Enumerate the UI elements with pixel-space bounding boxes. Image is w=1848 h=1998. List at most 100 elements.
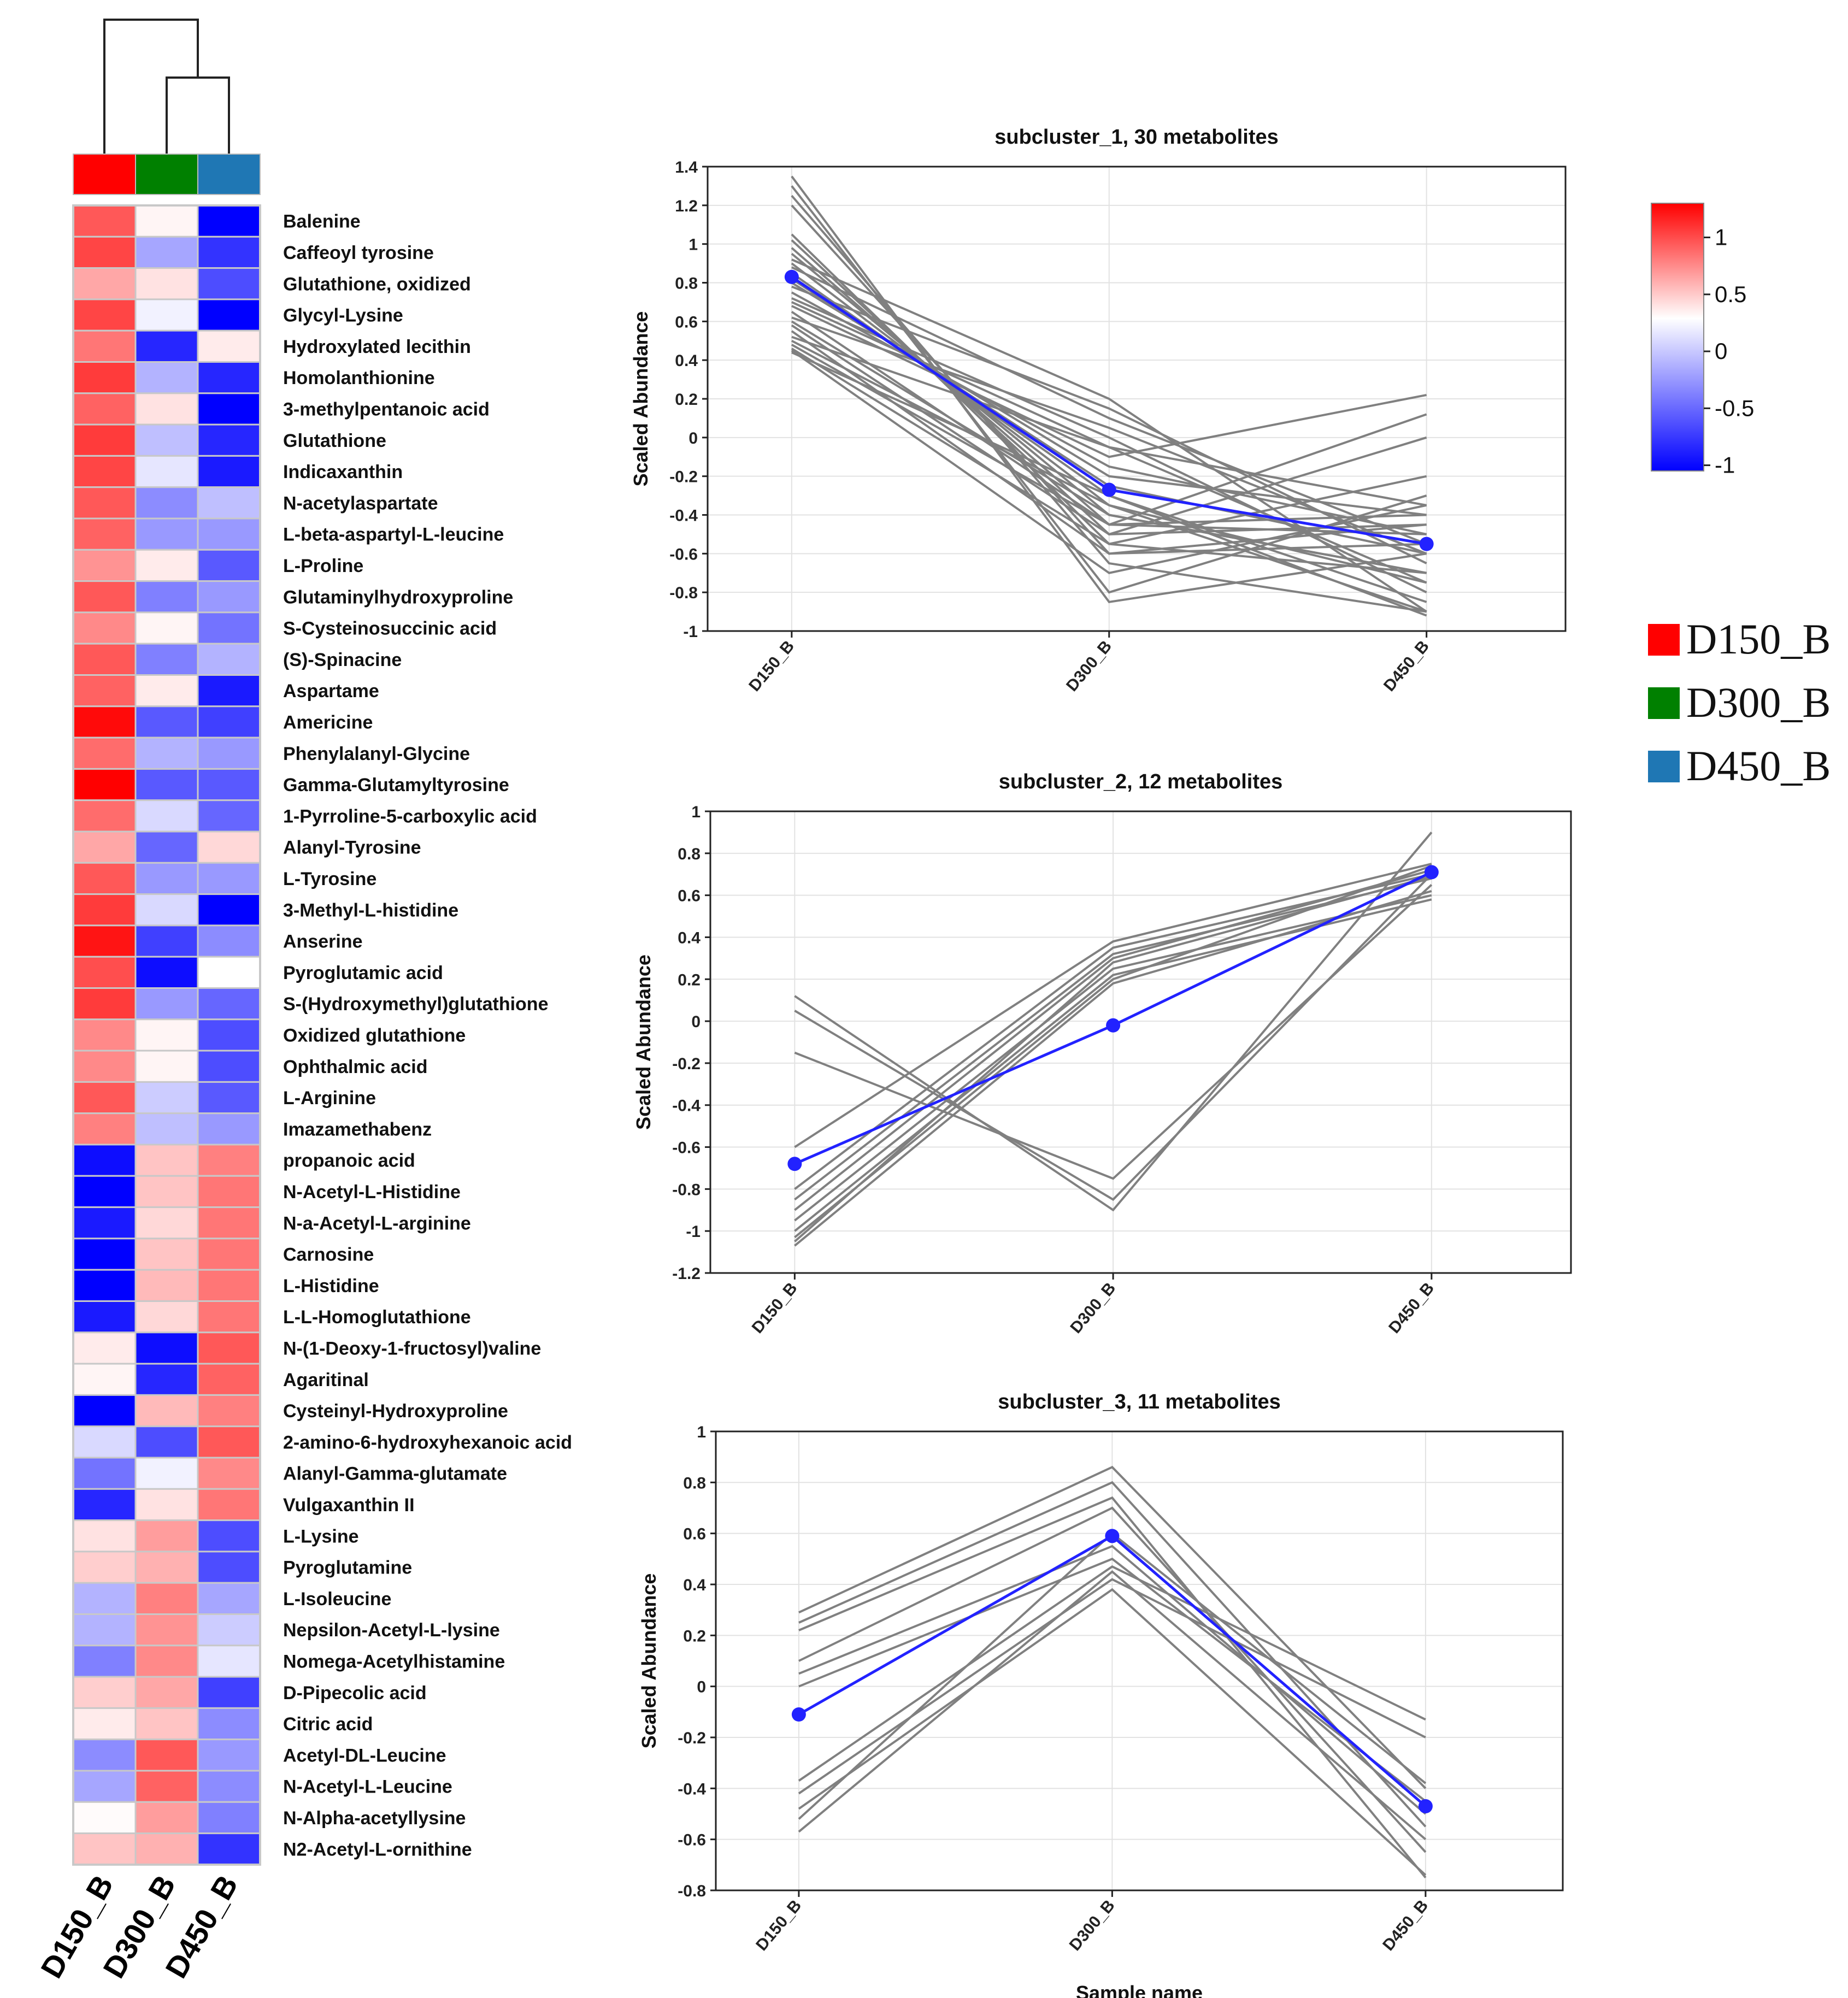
- heatmap-cell: [197, 1081, 261, 1115]
- member-line: [798, 1588, 1427, 1876]
- chart-title: subcluster_3, 11 metabolites: [998, 1390, 1280, 1413]
- y-tick-label: 0.8: [683, 1474, 706, 1492]
- heatmap-row-label: Acetyl-DL-Leucine: [283, 1745, 446, 1766]
- heatmap-border: [72, 204, 261, 1866]
- heatmap-row-label: 1-Pyrroline-5-carboxylic acid: [283, 806, 537, 827]
- centroid-point: [1418, 1799, 1433, 1813]
- centroid-point: [1424, 865, 1439, 880]
- heatmap-cell: [134, 1394, 199, 1428]
- heatmap-cell: [72, 1050, 137, 1083]
- y-tick-label: -0.2: [672, 1055, 701, 1073]
- heatmap-row-label: Phenylalanyl-Glycine: [283, 744, 470, 764]
- heatmap-row-label: L-Arginine: [283, 1088, 376, 1109]
- heatmap-cell: [197, 1331, 261, 1365]
- heatmap-cell: [72, 830, 137, 864]
- member-line: [798, 1506, 1427, 1853]
- heatmap-cell: [197, 1425, 261, 1459]
- heatmap-row-label: L-L-Homoglutathione: [283, 1307, 471, 1328]
- centroid-point: [784, 269, 799, 284]
- heatmap-row-label: Agaritinal: [283, 1370, 369, 1390]
- heatmap-row-label: (S)-Spinacine: [283, 650, 402, 670]
- heatmap-cell: [197, 1770, 261, 1803]
- heatmap-cell: [134, 987, 199, 1021]
- centroid-point: [1106, 1018, 1121, 1033]
- heatmap-cell: [72, 1112, 137, 1146]
- heatmap-row-label: Balenine: [283, 211, 361, 232]
- y-tick-label: 0.2: [678, 971, 701, 989]
- x-tick-label: D300_B: [1067, 1279, 1119, 1337]
- x-tick-label: D300_B: [1066, 1896, 1119, 1954]
- heatmap-cell: [134, 329, 199, 363]
- member-line: [791, 349, 1427, 574]
- heatmap-cell: [72, 1394, 137, 1428]
- heatmap-cell: [197, 1801, 261, 1835]
- heatmap-row-label: L-Isoleucine: [283, 1589, 391, 1610]
- y-tick-label: 0: [691, 1013, 701, 1031]
- heatmap-cell: [72, 1551, 137, 1584]
- colorbar: 1 0.5 0 -0.5 -1: [1651, 203, 1754, 478]
- heatmap-cell: [72, 1081, 137, 1115]
- x-tick-label: D150_B: [752, 1896, 805, 1954]
- heatmap-cell: [134, 1237, 199, 1271]
- dendrogram-branch-d300-d450: [166, 76, 230, 154]
- heatmap-row-label: Caffeoyl tyrosine: [283, 243, 434, 263]
- y-tick-label: -1: [686, 1223, 701, 1241]
- heatmap-row-labels: Balenine Caffeoyl tyrosine Glutathione, ox…: [283, 211, 572, 1860]
- heatmap-cell: [134, 455, 199, 488]
- centroid-point: [787, 1157, 802, 1171]
- heatmap-cell: [72, 1613, 137, 1647]
- heatmap-row-label: Indicaxanthin: [283, 462, 403, 482]
- y-axis-ticks: 1 0.8 0.6 0.4 0.2 0 -0.2 -0.4 -0.6 -0.8 -1 -1.2: [672, 803, 710, 1283]
- heatmap-cell: [134, 1582, 199, 1615]
- heatmap-row-label: Anserine: [283, 932, 363, 952]
- heatmap-cell: [134, 1206, 199, 1240]
- heatmap-cell: [72, 1519, 137, 1553]
- heatmap-cell: [197, 830, 261, 864]
- heatmap-row-label: Glutathione: [283, 431, 386, 451]
- plot-frame: [709, 810, 1572, 1274]
- heatmap-cell: [72, 455, 137, 488]
- member-line: [798, 1465, 1427, 1789]
- heatmap-cell: [197, 298, 261, 332]
- heatmap-row-label: N-acetylaspartate: [283, 493, 438, 514]
- heatmap-cell: [134, 1112, 199, 1146]
- heatmap-row-label: Imazamethabenz: [283, 1119, 432, 1140]
- y-tick-label: 1: [691, 803, 701, 821]
- heatmap-cell: [197, 674, 261, 708]
- heatmap-cell: [72, 486, 137, 520]
- y-tick-label: 0.6: [675, 313, 698, 331]
- heatmap-cell: [72, 1363, 137, 1396]
- plot-frame: [715, 1430, 1564, 1891]
- heatmap-cell: [197, 1613, 261, 1647]
- heatmap-cell: [134, 1676, 199, 1709]
- heatmap-row-label: Homolanthionine: [283, 368, 435, 388]
- x-axis-label: Sample name: [1076, 1982, 1203, 1998]
- heatmap-cell: [134, 1645, 199, 1678]
- heatmap-cell: [134, 643, 199, 676]
- legend-label: D300_B: [1686, 679, 1831, 726]
- heatmap-cell: [197, 1050, 261, 1083]
- heatmap-cell: [72, 1832, 137, 1866]
- x-tick-label: D150_B: [749, 1279, 801, 1337]
- heatmap-cell: [72, 862, 137, 895]
- heatmap-cell: [72, 1237, 137, 1271]
- heatmap-cell: [134, 1300, 199, 1334]
- heatmap-cell: [197, 267, 261, 300]
- centroid-point: [791, 1707, 806, 1722]
- centroid-series: [787, 865, 1439, 1171]
- centroid-series: [784, 269, 1434, 551]
- heatmap-cell: [134, 1551, 199, 1584]
- heatmap-cell: [134, 298, 199, 332]
- heatmap-cell: [134, 267, 199, 300]
- heatmap-cell: [197, 768, 261, 801]
- heatmap-row-label: propanoic acid: [283, 1151, 415, 1171]
- heatmap-cell: [72, 705, 137, 739]
- heatmap-row-label: Pyroglutamine: [283, 1558, 412, 1578]
- member-line: [791, 344, 1427, 526]
- heatmap-cell: [72, 1488, 137, 1522]
- member-line: [791, 305, 1427, 458]
- y-tick-label: -0.8: [672, 1181, 701, 1199]
- grid-lines: [716, 1431, 1563, 1891]
- member-line: [798, 1578, 1426, 1795]
- x-tick-label: D450_B: [1379, 1896, 1432, 1954]
